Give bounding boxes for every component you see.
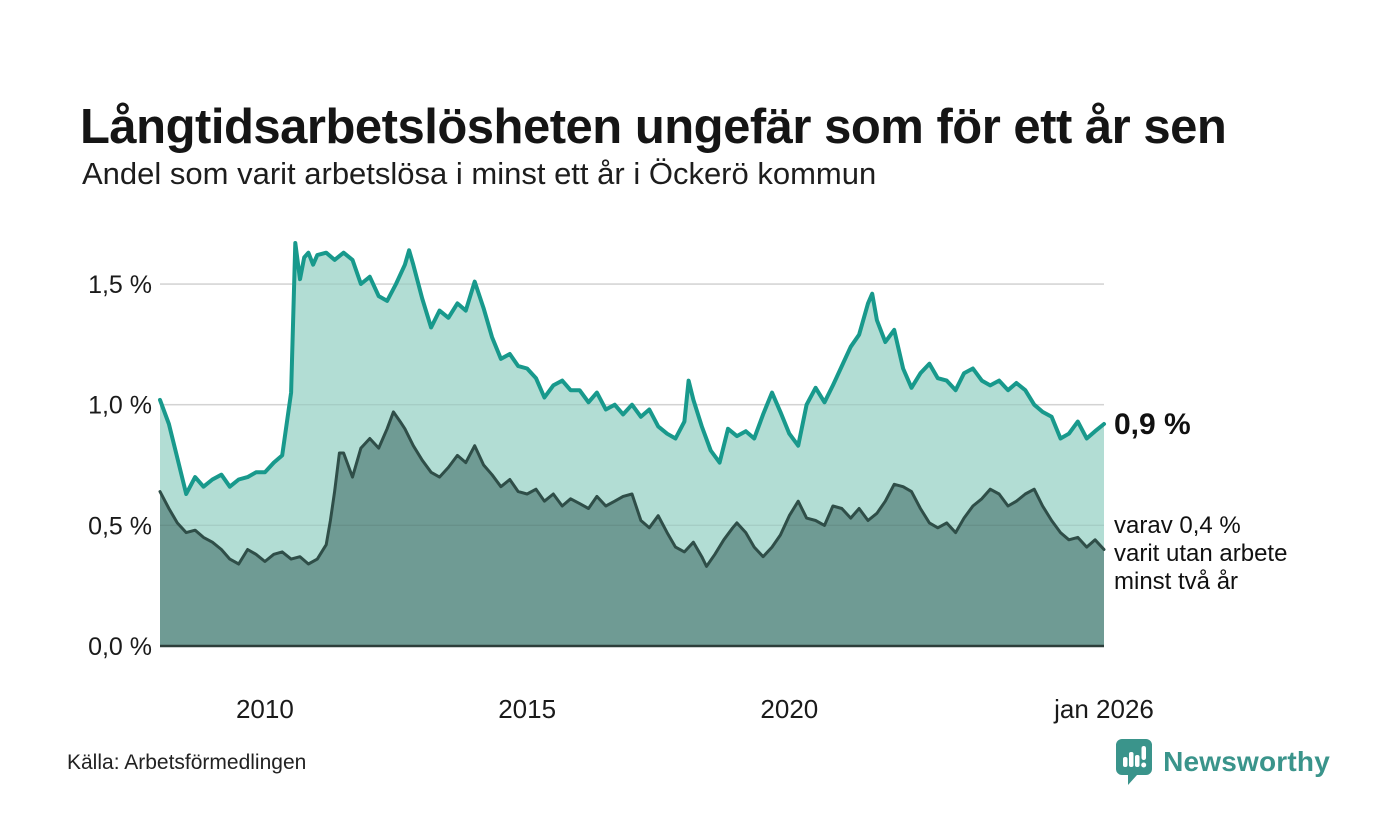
x-axis-tick-label: 2015 (498, 694, 556, 724)
annotation-line-1: varav 0,4 % (1114, 512, 1241, 539)
source-attribution: Källa: Arbetsförmedlingen (67, 751, 307, 774)
newsworthy-logo-text: Newsworthy (1163, 746, 1330, 777)
annotation-line-2: varit utan arbete (1114, 540, 1288, 567)
annotation-line-3: minst två år (1114, 568, 1239, 595)
series-end-label-two-year: varav 0,4 % varit utan arbete minst två … (1114, 512, 1287, 596)
y-axis-tick-label: 0,0 % (88, 633, 152, 661)
y-axis-tick-label: 1,0 % (88, 392, 152, 420)
y-axis-tick-label: 1,5 % (88, 271, 152, 299)
x-axis-tick-label: 2020 (760, 694, 818, 724)
series-end-label-one-year: 0,9 % (1114, 408, 1191, 441)
x-axis-tick-label: 2010 (236, 694, 294, 724)
chart-subtitle: Andel som varit arbetslösa i minst ett å… (82, 156, 877, 191)
chart-title: Långtidsarbetslösheten ungefär som för e… (80, 99, 1227, 154)
y-axis-tick-label: 0,5 % (88, 512, 152, 540)
newsworthy-logo-icon (1116, 739, 1153, 785)
x-axis-tick-label: jan 2026 (1053, 694, 1154, 724)
newsworthy-logo: Newsworthy (1115, 738, 1330, 786)
